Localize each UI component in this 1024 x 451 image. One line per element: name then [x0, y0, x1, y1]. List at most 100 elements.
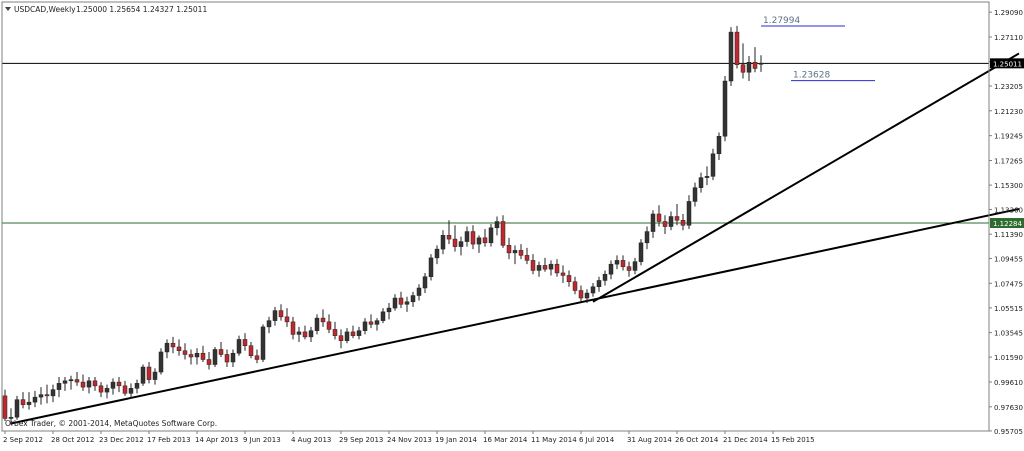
y-tick-label: 1.19245 [994, 133, 1023, 141]
candle-bear [500, 221, 506, 246]
y-tick-label: 1.27110 [994, 34, 1023, 42]
candle-bear [734, 31, 740, 65]
x-tick-label: 14 Apr 2013 [195, 436, 238, 444]
candle-bull [410, 295, 416, 303]
y-tick-label: 0.95705 [994, 428, 1023, 436]
candle-bull [428, 257, 434, 277]
trendlines-layer [10, 52, 1020, 425]
x-tick-label: 21 Dec 2014 [723, 436, 768, 444]
candle-bull [668, 216, 674, 227]
candle-bull [164, 342, 170, 353]
x-tick-label: 11 May 2014 [531, 436, 577, 444]
y-tick-label: 1.15300 [994, 182, 1023, 190]
candle-bull [356, 330, 362, 336]
candle-bull [380, 311, 386, 321]
candle-bull [296, 331, 302, 335]
candle-bear [620, 260, 626, 267]
candle-bear [350, 331, 356, 336]
candle-bull [230, 352, 236, 363]
candle-bear [680, 220, 686, 226]
x-tick-label: 23 Dec 2012 [99, 436, 144, 444]
candle-bear [368, 321, 374, 325]
candle-bear [206, 359, 212, 365]
candle-bear [176, 346, 182, 351]
candle-bear [626, 266, 632, 271]
candle-bear [92, 380, 98, 387]
candle-bull [710, 153, 716, 177]
trendline [592, 52, 1020, 303]
candle-bull [422, 276, 428, 289]
candle-bull [152, 371, 158, 380]
candle-bear [662, 221, 668, 227]
x-tick-label: 17 Feb 2013 [147, 436, 191, 444]
candle-bull [440, 235, 446, 250]
candle-bull [272, 310, 278, 321]
candle-bear [446, 235, 452, 240]
candle-bear [578, 290, 584, 299]
candle-bull [38, 394, 44, 398]
candle-bear [302, 331, 308, 338]
candle-bear [218, 349, 224, 355]
candle-bull [236, 339, 242, 354]
candle-bear [740, 64, 746, 73]
candles-layer [2, 25, 764, 425]
candle-bear [146, 366, 152, 380]
candle-bull [194, 352, 200, 358]
candle-bear [530, 260, 536, 271]
candle-bull [548, 263, 554, 270]
x-tick-label: 4 Aug 2013 [291, 436, 331, 444]
y-tick-label: 1.29090 [994, 9, 1023, 17]
candle-bull [464, 231, 470, 242]
candle-bear [242, 339, 248, 346]
x-tick-label: 24 Nov 2013 [387, 436, 432, 444]
annotations-layer: 1.27994 1.23628 [761, 16, 875, 82]
x-tick-label: 31 Aug 2014 [627, 436, 672, 444]
candle-bull [494, 221, 500, 229]
candle-bull [32, 396, 38, 403]
candle-bull [8, 416, 14, 419]
annotation-label: 1.27994 [763, 16, 800, 26]
candle-bull [110, 381, 116, 389]
price-marker-label: 1.12284 [993, 220, 1022, 228]
candle-bull [584, 292, 590, 299]
y-tick-label: 0.99610 [994, 379, 1023, 387]
candle-bull [56, 383, 62, 390]
candle-bull [386, 307, 392, 313]
candle-bear [254, 355, 260, 360]
candle-bull [638, 242, 644, 262]
candle-bull [86, 380, 92, 388]
candle-bear [452, 238, 458, 247]
candle-bear [524, 255, 530, 261]
triangle-down-icon[interactable] [5, 7, 11, 11]
candle-bear [2, 395, 8, 419]
candle-bull [536, 265, 542, 271]
candle-bear [752, 61, 758, 69]
candle-bear [44, 394, 50, 397]
candle-bear [332, 329, 338, 336]
candle-bull [590, 286, 596, 294]
candle-bear [290, 321, 296, 335]
candle-bull [416, 287, 422, 296]
candle-bull [68, 379, 74, 382]
candle-bear [74, 379, 80, 383]
candle-bull [644, 231, 650, 244]
candle-bull [62, 380, 68, 384]
price-marker-box [990, 218, 1024, 229]
candle-bull [716, 135, 722, 155]
candle-bull [650, 213, 656, 232]
candle-bear [116, 381, 122, 387]
candle-bull [488, 227, 494, 244]
candle-bear [542, 265, 548, 270]
candle-bull [344, 331, 350, 341]
candle-bull [722, 80, 728, 137]
y-tick-label: 1.01590 [994, 354, 1023, 362]
candle-bear [98, 385, 104, 393]
symbol-label: USDCAD,Weekly [14, 5, 76, 14]
candle-bear [278, 310, 284, 318]
plot-frame [1, 1, 990, 432]
candle-bear [80, 381, 86, 388]
x-tick-label: 28 Oct 2012 [51, 436, 94, 444]
candle-bull [104, 388, 110, 393]
